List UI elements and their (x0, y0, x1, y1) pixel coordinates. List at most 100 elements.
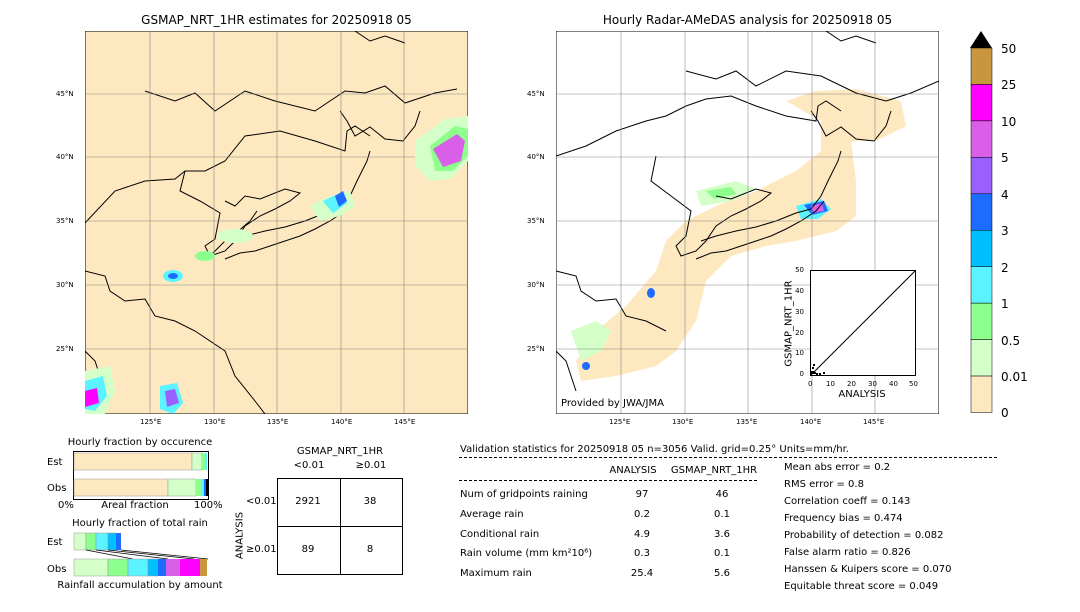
contingency-row-axis: ANALYSIS (234, 511, 246, 560)
right-lat-25: 25°N (527, 345, 545, 353)
colorbar-segment (970, 230, 993, 267)
contingency-row-ge: ≥0.01 (246, 544, 277, 555)
occurrence-bars (73, 451, 209, 500)
right-lon-135: 135°E (736, 418, 758, 426)
occurrence-title: Hourly fraction by occurence (67, 437, 213, 448)
left-lon-135: 135°E (267, 418, 289, 426)
left-map (85, 31, 468, 414)
validation-row-gsmap: 5.6 (714, 568, 730, 579)
validation-row-analysis: 4.9 (634, 529, 650, 540)
score-mae: Mean abs error = 0.2 (784, 462, 891, 473)
validation-row-gsmap: 0.1 (714, 509, 730, 520)
scatter-ylabel: GSMAP_NRT_1HR (783, 280, 795, 367)
colorbar-label-5: 5 (1001, 151, 1009, 165)
validation-divider (459, 457, 997, 458)
score-hk: Hanssen & Kuipers score = 0.070 (784, 564, 952, 575)
colorbar-segment (970, 339, 993, 377)
left-lon-125: 125°E (140, 418, 162, 426)
right-lat-40: 40°N (527, 153, 545, 161)
validation-row-gsmap: 3.6 (714, 529, 730, 540)
right-lat-30: 30°N (527, 281, 545, 289)
score-rmse: RMS error = 0.8 (784, 479, 864, 490)
occurrence-est-label: Est (47, 457, 63, 468)
validation-row-analysis: 0.2 (634, 509, 650, 520)
colorbar-label-25: 25 (1001, 78, 1017, 92)
validation-row-analysis: 25.4 (630, 568, 654, 579)
left-lon-140: 140°E (331, 418, 353, 426)
total-rain-title: Hourly fraction of total rain (72, 518, 208, 529)
scatter-ytick-0: 0 (799, 370, 804, 378)
occurrence-obs-label: Obs (47, 483, 67, 494)
contingency-cell-00: 2921 (295, 496, 321, 507)
validation-row-gsmap: 0.1 (714, 548, 730, 559)
colorbar-label-2: 2 (1001, 261, 1009, 275)
validation-header: Validation statistics for 20250918 05 n=… (460, 444, 849, 455)
scatter-ytick-10: 10 (795, 349, 804, 357)
left-lat-35: 35°N (56, 217, 74, 225)
colorbar-segment (970, 157, 993, 195)
colorbar-segment (970, 302, 993, 340)
left-lat-40: 40°N (56, 153, 74, 161)
occurrence-axis-left: 0% (58, 500, 74, 511)
scatter-xtick-50: 50 (909, 380, 918, 388)
colorbar-label-0.01: 0.01 (1001, 370, 1028, 384)
validation-row-analysis: 0.3 (634, 548, 650, 559)
scatter-ytick-20: 20 (795, 329, 804, 337)
total-rain-obs-bar (73, 558, 207, 577)
scatter-ytick-50: 50 (795, 266, 804, 274)
colorbar-segment (970, 375, 993, 413)
colorbar-segment (970, 266, 993, 304)
validation-row-label: Rain volume (mm km²10⁶) (460, 548, 593, 559)
contingency-col-ge: ≥0.01 (355, 460, 387, 471)
colorbar-segment (970, 120, 993, 158)
score-bias: Frequency bias = 0.474 (784, 513, 903, 524)
left-lon-130: 130°E (204, 418, 226, 426)
left-lat-25: 25°N (56, 345, 74, 353)
scatter-xtick-30: 30 (868, 380, 877, 388)
scatter-xlabel: ANALYSIS (838, 389, 886, 400)
colorbar-extend-triangle (970, 31, 992, 48)
contingency-cell-11: 8 (366, 544, 374, 555)
total-rain-est-bar (73, 532, 121, 551)
scatter-xtick-0: 0 (808, 380, 813, 388)
left-map-title: GSMAP_NRT_1HR estimates for 20250918 05 (141, 13, 412, 27)
radar-credit: Provided by JWA/JMA (561, 398, 664, 409)
right-lon-125: 125°E (609, 418, 631, 426)
colorbar-label-50: 50 (1001, 42, 1017, 56)
colorbar-label-0: 0 (1001, 406, 1009, 420)
left-lon-145: 145°E (394, 418, 416, 426)
contingency-cell-01: 38 (363, 496, 377, 507)
occurrence-axis-right: 100% (194, 500, 223, 511)
right-lon-140: 140°E (800, 418, 822, 426)
left-lat-30: 30°N (56, 281, 74, 289)
scatter-xtick-20: 20 (847, 380, 856, 388)
contingency-col-lt: <0.01 (293, 460, 325, 471)
validation-row-label: Num of gridpoints raining (460, 489, 588, 500)
scatter-xtick-40: 40 (889, 380, 898, 388)
right-lon-130: 130°E (672, 418, 694, 426)
scatter-plot (810, 270, 916, 376)
scatter-xtick-10: 10 (826, 380, 835, 388)
validation-col-gsmap: GSMAP_NRT_1HR (670, 465, 758, 476)
total-rain-footer: Rainfall accumulation by amount (57, 580, 223, 591)
occurrence-axis-mid: Areal fraction (101, 500, 169, 511)
validation-row-label: Average rain (460, 509, 524, 520)
scatter-ytick-40: 40 (795, 287, 804, 295)
score-far: False alarm ratio = 0.826 (784, 547, 911, 558)
right-lat-45: 45°N (527, 90, 545, 98)
contingency-cell-10: 89 (301, 544, 315, 555)
right-map (556, 31, 939, 414)
colorbar-segment (970, 193, 993, 231)
contingency-row-lt: <0.01 (246, 496, 277, 507)
total-rain-bars (73, 532, 209, 577)
contingency-title: GSMAP_NRT_1HR (296, 446, 384, 457)
total-rain-obs-label: Obs (47, 564, 67, 575)
scatter-ytick-30: 30 (795, 308, 804, 316)
colorbar-label-0.5: 0.5 (1001, 334, 1021, 348)
validation-row-analysis: 97 (635, 489, 649, 500)
occurrence-est-bar (73, 452, 207, 471)
colorbar-segment (970, 84, 993, 122)
right-map-title: Hourly Radar-AMeDAS analysis for 2025091… (602, 13, 893, 27)
colorbar (970, 31, 993, 413)
validation-row-gsmap: 46 (715, 489, 729, 500)
